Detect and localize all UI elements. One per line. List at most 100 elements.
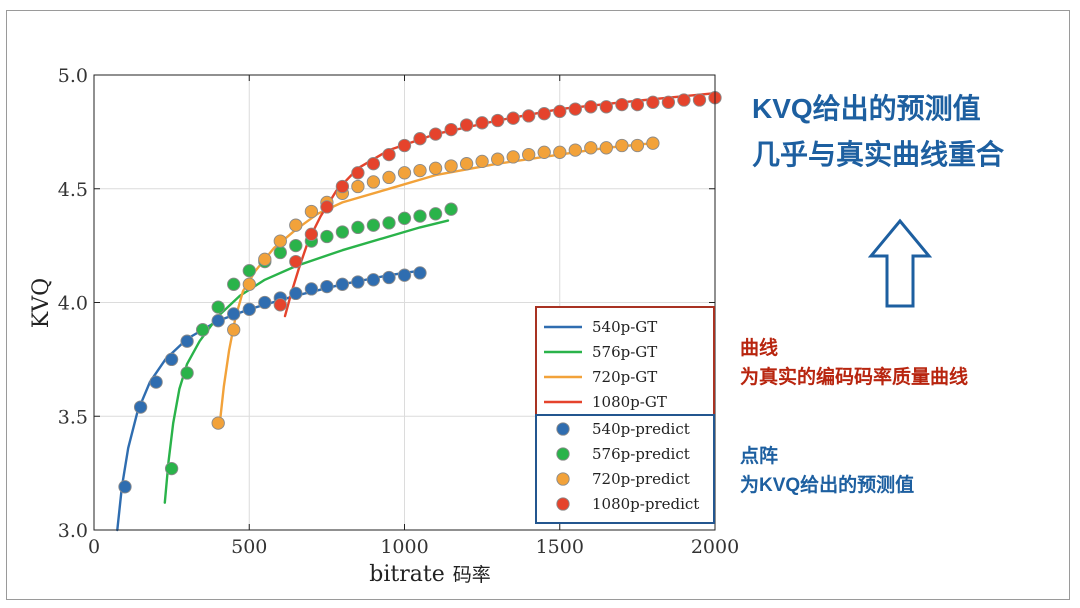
- predict-point-720p: [304, 204, 319, 219]
- legend-marker-576p: [556, 447, 570, 461]
- predict-point-720p: [537, 145, 551, 159]
- predict-point-1080p: [475, 116, 489, 130]
- legend-label-540p-gt: 540p-GT: [592, 318, 657, 336]
- predict-point-1080p: [428, 127, 443, 141]
- predict-point-576p: [382, 216, 396, 230]
- predict-point-540p: [180, 334, 194, 348]
- legend-marker-540p: [556, 422, 570, 436]
- predict-point-1080p: [615, 97, 629, 112]
- predict-point-1080p: [630, 97, 645, 112]
- legend-marker-720p: [556, 472, 570, 486]
- predict-point-1080p: [444, 122, 458, 137]
- predict-point-1080p: [491, 113, 505, 128]
- y-axis-label: KVQ: [29, 278, 54, 328]
- curve-annotation-title: 曲线: [740, 338, 779, 359]
- predict-point-540p: [366, 273, 381, 287]
- predict-point-576p: [242, 264, 256, 278]
- predict-point-720p: [568, 143, 582, 157]
- predict-point-720p: [428, 161, 443, 175]
- predict-point-720p: [646, 136, 660, 150]
- dots-annotation-desc: 为KVQ给出的预测值: [740, 475, 915, 496]
- predict-point-720p: [522, 147, 536, 162]
- y-tick-label: 3.0: [58, 520, 88, 542]
- axis-ticks: 0 500 1000 1500 2000 3.0 3.5 4.0 4.5 5.0: [58, 65, 739, 558]
- predict-point-540p: [289, 286, 303, 301]
- predict-point-576p: [164, 461, 179, 476]
- headline-line-1: KVQ给出的预测值: [752, 93, 981, 124]
- gt-curve-576p: [163, 219, 450, 504]
- predict-point-1080p: [289, 254, 303, 269]
- headline-line-2: 几乎与真实曲线重合: [752, 139, 1005, 170]
- predict-point-1080p: [459, 118, 474, 132]
- predict-point-720p: [553, 145, 567, 159]
- predict-point-540p: [335, 277, 350, 291]
- legend-label-576p-gt: 576p-GT: [592, 343, 657, 361]
- y-tick-label: 3.5: [58, 406, 88, 428]
- predict-point-576p: [273, 245, 287, 260]
- legend-label-720p-gt: 720p-GT: [592, 368, 657, 386]
- predict-point-1080p: [692, 93, 707, 107]
- predict-point-576p: [413, 209, 427, 223]
- predict-point-720p: [475, 154, 489, 169]
- predict-point-720p: [289, 218, 303, 232]
- y-tick-label: 5.0: [58, 65, 88, 87]
- legend-label-1080p-predict: 1080p-predict: [592, 495, 699, 513]
- headline-annotation: KVQ给出的预测值 几乎与真实曲线重合: [752, 86, 1004, 178]
- predict-point-540p: [227, 307, 241, 321]
- predict-point-720p: [258, 252, 272, 266]
- predict-point-576p: [289, 238, 303, 253]
- predict-point-720p: [351, 179, 365, 194]
- predict-point-1080p: [320, 200, 334, 214]
- x-tick-label: 500: [231, 536, 267, 558]
- predict-point-576p: [320, 229, 334, 244]
- legend: 540p-GT 576p-GT 720p-GT 1080p-GT 540p-predic…: [535, 306, 715, 524]
- predict-point-576p: [351, 220, 365, 235]
- predict-point-1080p: [522, 109, 536, 123]
- predict-point-1080p: [537, 107, 551, 121]
- x-tick-label: 1000: [380, 536, 428, 558]
- predict-point-576p: [366, 218, 381, 232]
- predict-point-576p: [196, 323, 210, 337]
- predict-point-720p: [506, 150, 520, 164]
- dots-annotation: 点阵 为KVQ给出的预测值: [740, 442, 914, 500]
- predict-point-1080p: [304, 227, 319, 241]
- predict-point-1080p: [366, 157, 381, 171]
- predict-point-1080p: [397, 138, 412, 153]
- predict-point-1080p: [646, 95, 660, 109]
- predict-point-540p: [211, 314, 225, 328]
- x-axis-label-cn: 码率: [453, 564, 491, 586]
- predict-point-720p: [227, 323, 241, 337]
- predict-point-720p: [599, 141, 613, 155]
- predict-point-576p: [227, 277, 241, 291]
- predict-point-540p: [133, 400, 148, 414]
- predict-point-540p: [258, 295, 272, 310]
- predict-point-720p: [459, 157, 474, 171]
- predict-point-720p: [444, 159, 458, 173]
- predict-point-540p: [382, 270, 396, 285]
- legend-label-1080p-gt: 1080p-GT: [592, 393, 667, 411]
- predict-point-540p: [242, 302, 256, 316]
- predict-point-720p: [584, 141, 598, 155]
- predict-point-1080p: [506, 111, 520, 125]
- predict-point-720p: [491, 152, 505, 166]
- predict-point-720p: [615, 138, 629, 153]
- predict-point-1080p: [584, 100, 598, 114]
- predict-point-720p: [630, 138, 645, 153]
- curve-annotation: 曲线 为真实的编码码率质量曲线: [740, 334, 968, 392]
- y-tick-label: 4.5: [58, 179, 88, 201]
- legend-label-576p-predict: 576p-predict: [592, 445, 690, 463]
- predict-point-1080p: [599, 100, 613, 114]
- predict-point-576p: [211, 300, 225, 314]
- predict-point-1080p: [677, 93, 691, 107]
- predict-point-540p: [149, 375, 163, 389]
- x-tick-label: 0: [88, 536, 100, 558]
- legend-label-720p-predict: 720p-predict: [592, 470, 690, 488]
- predict-point-1080p: [382, 147, 396, 162]
- predict-point-720p: [397, 166, 412, 180]
- x-tick-label: 2000: [691, 536, 739, 558]
- predict-point-1080p: [273, 298, 287, 312]
- curve-annotation-desc: 为真实的编码码率质量曲线: [740, 367, 969, 388]
- up-arrow-icon: [868, 218, 932, 308]
- predict-point-576p: [444, 202, 458, 216]
